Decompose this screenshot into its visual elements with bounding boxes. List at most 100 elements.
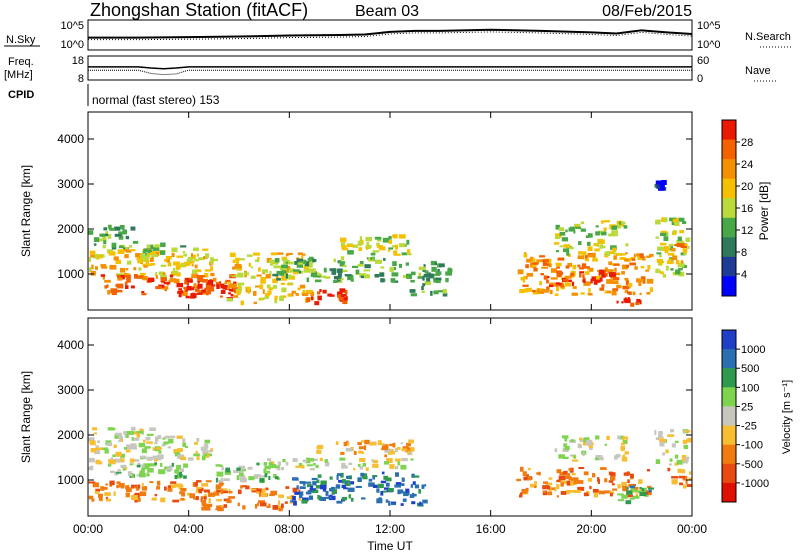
heatmap-cell-3 <box>220 289 226 294</box>
heatmap-cell-7 <box>307 490 312 495</box>
heatmap-cell-9 <box>547 485 551 490</box>
heatmap-cell-2 <box>183 475 187 479</box>
heatmap-cell-1 <box>125 249 132 253</box>
heatmap-cell-2 <box>195 288 200 292</box>
colorbar-tick-label: 100 <box>741 382 759 394</box>
heatmap-cell-7 <box>383 475 389 480</box>
heatmap-cell-1 <box>120 484 125 489</box>
heatmap-cell-10 <box>572 459 579 462</box>
heatmap-cell-5 <box>220 477 223 480</box>
heatmap-cell-2 <box>169 278 176 283</box>
heatmap-cell-5 <box>226 298 233 301</box>
heatmap-cell-0 <box>138 442 145 448</box>
heatmap-cell-0 <box>136 430 144 434</box>
heatmap-cell-9 <box>519 494 523 498</box>
heatmap-cell-0 <box>143 439 146 443</box>
heatmap-cell-5 <box>215 477 219 483</box>
heatmap-cell-3 <box>184 446 189 449</box>
heatmap-cell-10 <box>540 273 544 276</box>
heatmap-cell-4 <box>160 250 166 255</box>
heatmap-cell-12 <box>587 246 593 252</box>
heatmap-cell-0 <box>129 245 133 248</box>
heatmap-cell-1 <box>149 250 157 255</box>
heatmap-cell-1 <box>193 247 199 252</box>
heatmap-cell-6 <box>309 262 312 267</box>
heatmap-cell-1 <box>200 496 204 499</box>
heatmap-cell-8 <box>395 244 398 250</box>
heatmap-cell-0 <box>88 230 94 235</box>
heatmap-cell-1 <box>195 269 202 273</box>
heatmap-cell-6 <box>325 276 331 279</box>
heatmap-cell-12 <box>555 224 560 230</box>
heatmap-cell-13 <box>672 480 677 485</box>
heatmap-cell-3 <box>161 443 166 447</box>
heatmap-cell-7 <box>337 473 342 476</box>
heatmap-cell-3 <box>167 446 171 449</box>
heatmap-cell-9 <box>445 277 449 283</box>
heatmap-cell-1 <box>176 264 181 268</box>
heatmap-cell-5 <box>303 269 311 273</box>
heatmap-cell-12 <box>659 438 664 443</box>
heatmap-cell-10 <box>558 454 565 459</box>
heatmap-cell-10 <box>638 281 642 286</box>
heatmap-cell-12 <box>608 233 615 237</box>
heatmap-cell-6 <box>293 269 300 272</box>
heatmap-cell-9 <box>405 262 409 266</box>
heatmap-cell-0 <box>146 456 153 461</box>
heatmap-cell-6 <box>410 458 414 461</box>
heatmap-cell-10 <box>526 272 534 277</box>
heatmap-cell-7 <box>307 483 312 488</box>
heatmap-cell-9 <box>609 492 613 497</box>
heatmap-cell-15 <box>671 248 676 252</box>
heatmap-cell-6 <box>344 274 352 277</box>
heatmap-cell-2 <box>174 469 180 474</box>
heatmap-cell-3 <box>196 438 200 442</box>
heatmap-cell-7 <box>294 491 301 495</box>
heatmap-cell-7 <box>338 479 342 483</box>
heatmap-cell-0 <box>130 443 137 448</box>
heatmap-cell-11 <box>631 489 638 492</box>
heatmap-cell-9 <box>426 277 431 282</box>
heatmap-cell-7 <box>314 301 320 306</box>
heatmap-cell-1 <box>138 267 142 271</box>
heatmap-cell-8 <box>358 247 363 251</box>
heatmap-cell-10 <box>639 292 642 296</box>
heatmap-cell-4 <box>298 489 301 494</box>
heatmap-cell-9 <box>622 487 628 492</box>
heatmap-cell-8 <box>407 451 413 456</box>
heatmap-cell-0 <box>114 458 121 463</box>
heatmap-cell-8 <box>389 451 396 455</box>
colorbar-swatch <box>722 256 736 277</box>
heatmap-cell-6 <box>273 265 281 269</box>
heatmap-cell-5 <box>238 284 241 290</box>
heatmap-cell-0 <box>131 437 134 441</box>
heatmap-cell-11 <box>565 279 572 282</box>
heatmap-cell-12 <box>603 245 606 249</box>
heatmap-cell-10 <box>629 262 637 266</box>
heatmap-cell-9 <box>647 469 651 472</box>
heatmap-cell-2 <box>127 471 133 476</box>
heatmap-cell-2 <box>166 467 173 471</box>
heatmap-cell-14 <box>660 271 664 275</box>
heatmap-cell-9 <box>423 273 431 278</box>
colorbar-frame <box>721 329 737 503</box>
heatmap-cell-10 <box>594 457 600 461</box>
heatmap-cell-10 <box>628 291 632 295</box>
heatmap-cell-5 <box>245 286 251 290</box>
heatmap-cell-11 <box>571 281 575 286</box>
heatmap-cell-3 <box>177 291 180 294</box>
heatmap-cell-9 <box>621 481 627 487</box>
heatmap-cell-0 <box>120 453 126 458</box>
heatmap-cell-9 <box>431 266 437 272</box>
heatmap-cell-0 <box>97 440 100 443</box>
heatmap-cell-6 <box>315 464 319 469</box>
heatmap-cell-1 <box>180 498 185 501</box>
heatmap-cell-11 <box>546 279 549 284</box>
heatmap-cell-1 <box>105 483 108 486</box>
heatmap-cell-14 <box>657 246 664 250</box>
heatmap-cell-5 <box>263 468 267 473</box>
heatmap-cell-6 <box>276 270 284 275</box>
heatmap-cell-12 <box>654 430 657 435</box>
heatmap-cell-7 <box>421 484 425 489</box>
heatmap-cell-7 <box>346 475 351 479</box>
